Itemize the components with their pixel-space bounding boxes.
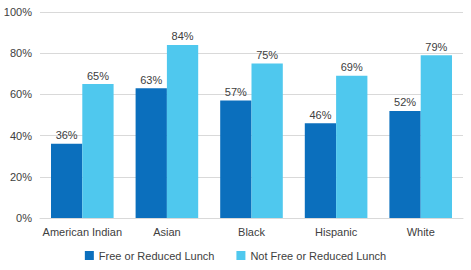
svg-text:American Indian: American Indian	[43, 226, 123, 238]
svg-text:52%: 52%	[394, 96, 416, 108]
svg-text:Hispanic: Hispanic	[315, 226, 358, 238]
svg-text:80%: 80%	[10, 47, 32, 59]
svg-text:65%: 65%	[87, 70, 109, 82]
svg-text:100%: 100%	[4, 6, 32, 18]
svg-text:0%: 0%	[16, 212, 32, 224]
svg-text:84%: 84%	[172, 30, 194, 42]
svg-text:36%: 36%	[56, 129, 78, 141]
svg-text:Black: Black	[238, 226, 265, 238]
svg-text:57%: 57%	[225, 86, 247, 98]
svg-text:63%: 63%	[140, 74, 162, 86]
svg-text:40%: 40%	[10, 130, 32, 142]
svg-text:79%: 79%	[425, 41, 447, 53]
svg-text:69%: 69%	[341, 61, 363, 73]
svg-text:Free or Reduced Lunch: Free or Reduced Lunch	[99, 250, 215, 262]
svg-text:75%: 75%	[256, 49, 278, 61]
svg-text:46%: 46%	[309, 109, 331, 121]
svg-text:60%: 60%	[10, 88, 32, 100]
svg-text:Asian: Asian	[153, 226, 181, 238]
svg-text:20%: 20%	[10, 171, 32, 183]
svg-text:Not Free or Reduced Lunch: Not Free or Reduced Lunch	[250, 250, 386, 262]
svg-text:White: White	[407, 226, 435, 238]
